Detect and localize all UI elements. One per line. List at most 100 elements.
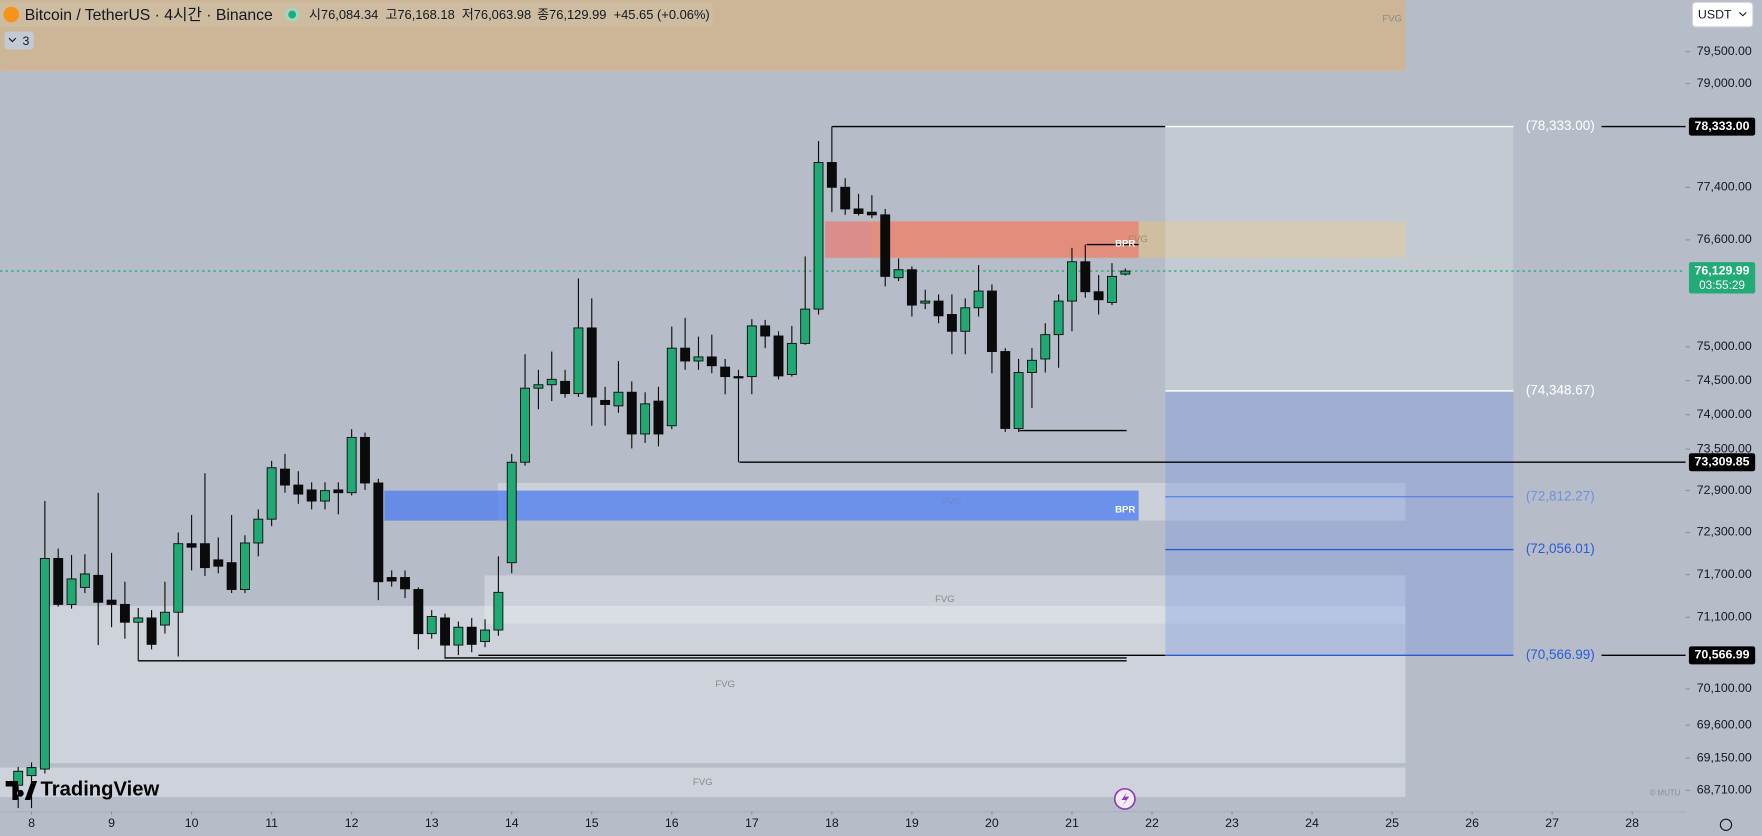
- legend-open: 시76,084.34: [309, 7, 378, 22]
- candle-body: [66, 578, 77, 605]
- zone-label: FVG: [1128, 234, 1148, 245]
- candle-body: [39, 557, 50, 770]
- y-tick-label: 74,000.00: [1697, 407, 1752, 421]
- y-tick-label: 68,710.00: [1697, 783, 1752, 797]
- y-tick-label: 71,100.00: [1697, 609, 1752, 623]
- price-tag-label: 73,309.85: [1695, 454, 1750, 468]
- price-tag-label: 78,333.00: [1695, 119, 1750, 133]
- level-label: (70,566.99): [1526, 647, 1595, 662]
- candle-body: [506, 461, 517, 564]
- x-tick-label: 19: [905, 816, 919, 830]
- x-tick-label: 27: [1545, 816, 1559, 830]
- candle-body: [13, 770, 24, 786]
- zone: [0, 767, 1406, 798]
- candle-body: [573, 327, 584, 395]
- candle-body: [520, 387, 531, 463]
- zone: [825, 221, 1139, 258]
- coin-icon: [3, 6, 20, 23]
- zone-label: FVG: [942, 496, 962, 507]
- legend-low: 저76,063.98: [462, 7, 531, 22]
- zone: [384, 490, 1139, 521]
- candle-body: [786, 342, 797, 376]
- y-tick-label: 75,000.00: [1697, 339, 1752, 353]
- candle-body: [560, 380, 571, 395]
- candle-body: [26, 767, 37, 777]
- legend-high: 고76,168.18: [385, 7, 454, 22]
- candle-body: [906, 269, 917, 306]
- currency-select[interactable]: USDT: [1691, 1, 1754, 28]
- candle-body: [840, 186, 851, 210]
- candle-body: [626, 391, 637, 435]
- plot-area: FVGFVGFVGFVGFVGBPRFVGBPR(78,333.00)(74,3…: [0, 0, 1686, 809]
- indicator-count: 3: [23, 34, 30, 48]
- zone: [44, 605, 1406, 764]
- currency-button[interactable]: [1691, 1, 1754, 28]
- candle-body: [733, 376, 744, 379]
- y-tick-label: 72,300.00: [1697, 525, 1752, 539]
- candle-body: [893, 269, 904, 279]
- status-dot: [288, 10, 297, 19]
- legend-close: 종76,129.99: [537, 7, 606, 22]
- candle-body: [400, 577, 410, 590]
- y-tick-label: 70,100.00: [1697, 681, 1752, 695]
- candle-body: [199, 543, 210, 569]
- candle-body: [240, 542, 250, 590]
- candle-body: [960, 307, 971, 332]
- candle-body: [946, 314, 957, 332]
- candle-body: [920, 300, 931, 304]
- price-tag: [1688, 453, 1756, 472]
- x-tick-label: 28: [1625, 816, 1639, 830]
- level-label: (74,348.67): [1526, 383, 1595, 398]
- candle-body: [453, 626, 464, 646]
- candle-body: [386, 577, 397, 582]
- zone: [1165, 126, 1514, 391]
- candle-body: [53, 557, 64, 605]
- x-tick-label: 14: [505, 816, 519, 830]
- candle-body: [1000, 351, 1011, 429]
- candle-body: [973, 290, 984, 309]
- x-tick-label: 20: [985, 816, 999, 830]
- candle-body: [880, 214, 891, 277]
- candle-body: [1013, 372, 1024, 429]
- branding: TradingView © MUTU: [5, 778, 1681, 801]
- candle-body: [1026, 359, 1037, 373]
- indicator-toggle[interactable]: [4, 31, 34, 50]
- price-tag: [1688, 117, 1756, 136]
- candle-body: [800, 308, 811, 344]
- zone-label: FVG: [693, 777, 713, 788]
- x-tick-label: 9: [108, 816, 115, 830]
- candle-body: [1040, 334, 1051, 360]
- candle-body: [213, 559, 224, 567]
- candle-body: [720, 366, 731, 378]
- candle-body: [133, 617, 144, 623]
- header-bg: [0, 2, 713, 27]
- settings-icon[interactable]: [1719, 818, 1733, 831]
- level-label: (72,812.27): [1526, 488, 1595, 503]
- x-tick-label: 25: [1385, 816, 1399, 830]
- candle-body: [373, 482, 384, 583]
- candle-body: [186, 543, 197, 548]
- x-tick-label: 13: [425, 816, 439, 830]
- y-tick-label: 79,000.00: [1697, 76, 1752, 90]
- candle-body: [586, 327, 597, 398]
- candle-body: [760, 325, 771, 337]
- candle-body: [933, 300, 944, 317]
- logo-icon: [5, 780, 38, 801]
- current-price-tag: [1688, 262, 1756, 294]
- x-tick-label: 8: [28, 816, 35, 830]
- y-tick-label: 74,500.00: [1697, 373, 1752, 387]
- candle-body: [293, 484, 304, 495]
- zone-label: BPR: [1115, 239, 1135, 250]
- candle-body: [706, 356, 717, 367]
- candle-body: [480, 629, 490, 642]
- x-tick-label: 22: [1145, 816, 1159, 830]
- y-tick-label: 76,600.00: [1697, 232, 1752, 246]
- credit: © MUTU: [1650, 788, 1681, 797]
- chevron-icon: [8, 37, 17, 43]
- x-tick-label: 12: [345, 816, 359, 830]
- candle-body: [853, 208, 864, 214]
- candle-body: [306, 489, 317, 502]
- zone-label: FVG: [1382, 14, 1402, 25]
- candle-body: [613, 391, 624, 407]
